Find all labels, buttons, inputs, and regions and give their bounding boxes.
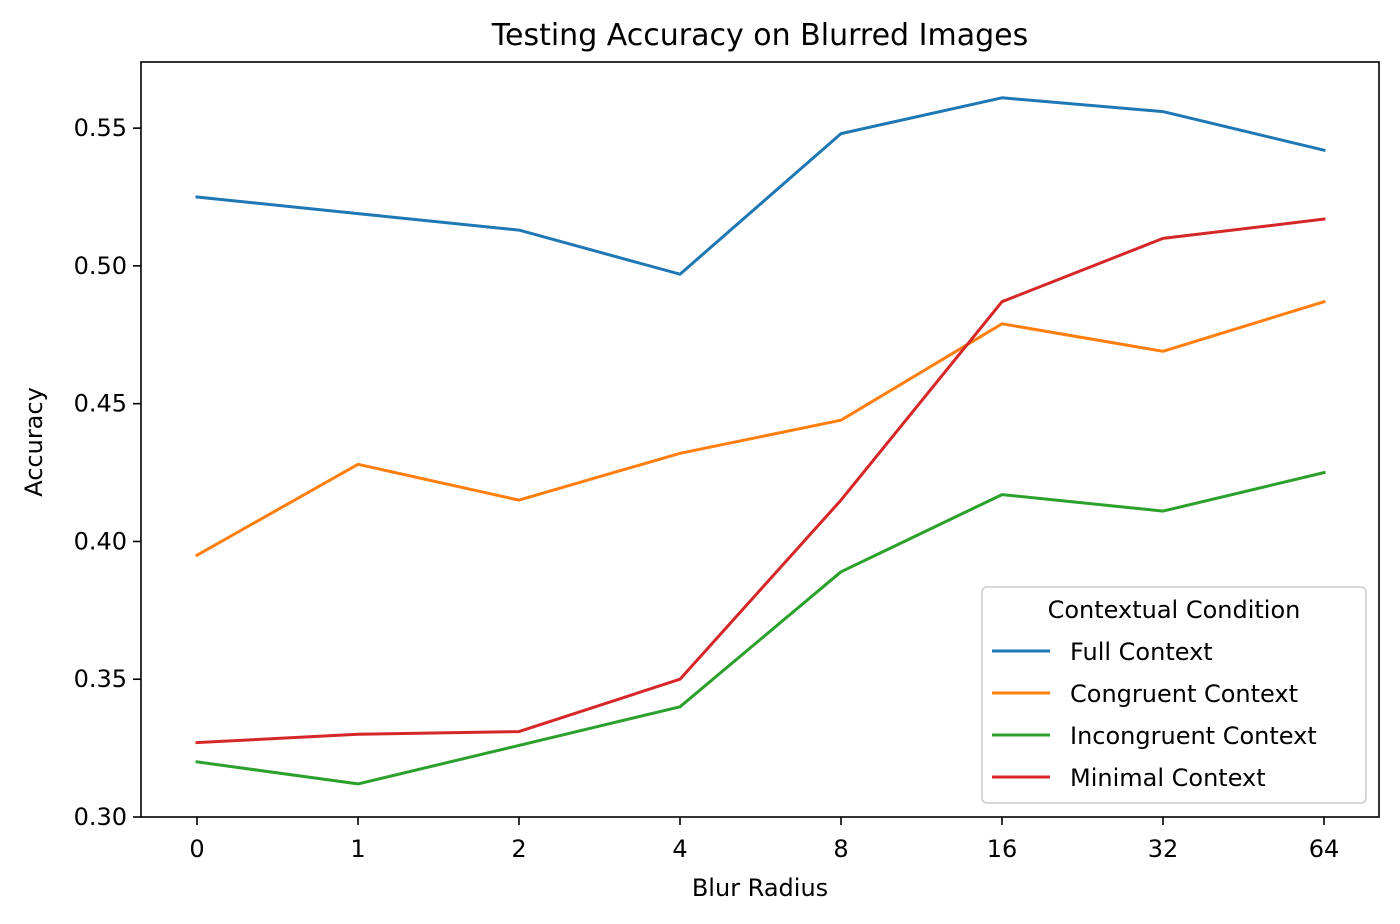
legend-label: Full Context	[1070, 638, 1213, 666]
series-line-3	[195, 470, 1326, 786]
x-tick-label: 1	[350, 835, 365, 863]
x-tick-label: 8	[833, 835, 848, 863]
chart-title: Testing Accuracy on Blurred Images	[491, 18, 1028, 53]
legend-box	[981, 586, 1367, 804]
legend-label: Incongruent Context	[1070, 722, 1317, 750]
series-line-2	[194, 299, 1326, 558]
y-tick-label: 0.30	[74, 803, 127, 831]
y-tick-label: 0.55	[74, 114, 127, 142]
plot-area: 0 1 2 4 8 16 32 64 0.30 0.35 0.40 0.45 0.50 0.55	[74, 61, 1380, 863]
legend-label: Congruent Context	[1070, 680, 1298, 708]
plot-frame	[140, 61, 1380, 818]
legend-label: Minimal Context	[1070, 764, 1266, 792]
x-tick-label: 2	[511, 835, 526, 863]
y-axis-label: Accuracy	[20, 387, 48, 497]
legend-title: Contextual Condition	[1048, 596, 1301, 624]
x-axis-label: Blur Radius	[692, 874, 828, 902]
x-tick-label: 32	[1148, 835, 1179, 863]
series-line-1	[195, 96, 1326, 276]
legend: Contextual Condition Full Context Congruen…	[981, 586, 1367, 804]
x-tick-label: 16	[987, 835, 1018, 863]
y-tick-label: 0.50	[74, 252, 127, 280]
y-tick-label: 0.35	[74, 665, 127, 693]
series-line-4	[195, 217, 1326, 745]
y-tick-label: 0.45	[74, 390, 127, 418]
x-tick-label: 4	[672, 835, 687, 863]
y-tick-label: 0.40	[74, 527, 127, 555]
x-tick-label: 0	[189, 835, 204, 863]
x-tick-label: 64	[1309, 835, 1340, 863]
